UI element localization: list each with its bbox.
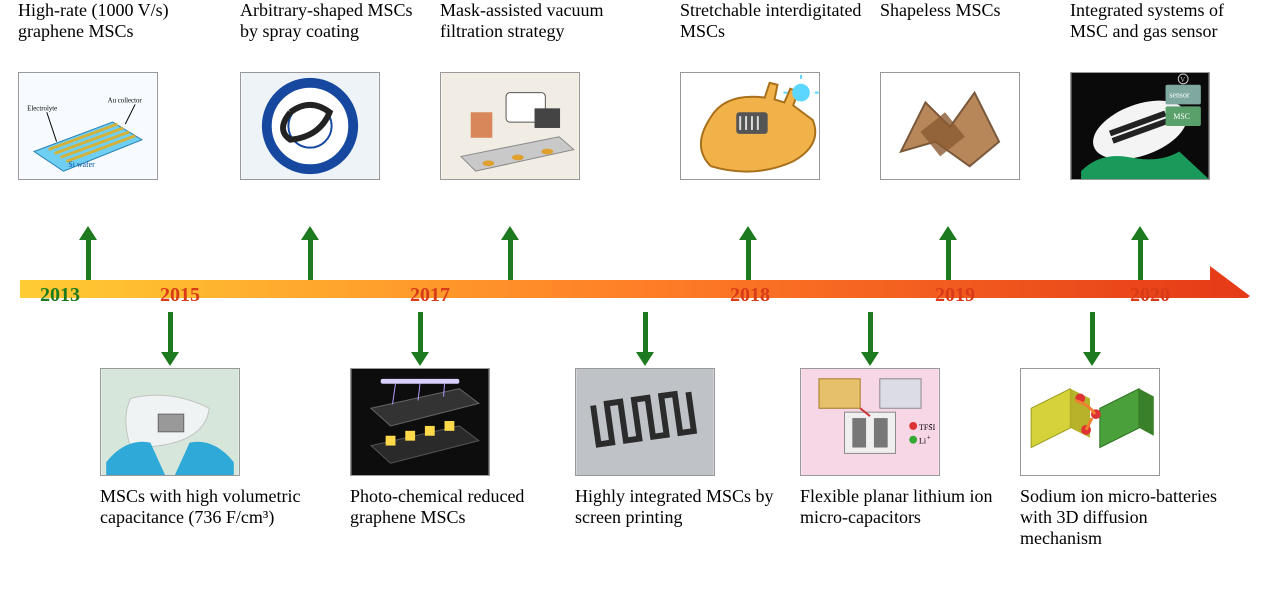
connector [746, 238, 751, 280]
svg-text:+: + [927, 435, 931, 442]
connector [1090, 312, 1095, 354]
connector-arrowhead [79, 226, 97, 240]
svg-text:MSC: MSC [1173, 112, 1190, 121]
connector-arrowhead [161, 352, 179, 366]
year-2013: 2013 [40, 284, 80, 307]
caption: Mask-assisted vacuum filtration strategy [440, 0, 630, 66]
bottom-item-1: Photo-chemical reduced graphene MSCs [350, 368, 560, 528]
caption: Flexible planar lithium ion micro-capaci… [800, 486, 1010, 528]
year-2018: 2018 [730, 284, 770, 307]
connector-arrowhead [301, 226, 319, 240]
caption: High-rate (1000 V/s) graphene MSCs [18, 0, 208, 66]
svg-text:Electrolyte: Electrolyte [27, 105, 57, 112]
year-2019: 2019 [935, 284, 975, 307]
connector [86, 238, 91, 280]
year-2020: 2020 [1130, 284, 1170, 307]
thumbnail-logo [240, 72, 380, 180]
thumbnail-wafer: Si wafer Au collector Electrolyte [18, 72, 158, 180]
thumbnail-lithium: TFSI- Li+ [800, 368, 940, 476]
caption: Integrated systems of MSC and gas sensor [1070, 0, 1260, 66]
top-item-5: Integrated systems of MSC and gas sensor… [1070, 0, 1260, 180]
thumbnail-shapeless [880, 72, 1020, 180]
timeline-diagram: { "canvas": { "width": 1270, "height": 5… [0, 0, 1270, 591]
caption: Stretchable interdigitated MSCs [680, 0, 870, 66]
caption: MSCs with high volumetric capacitance (7… [100, 486, 310, 528]
bottom-item-4: Sodium ion micro-batteries with 3D diffu… [1020, 368, 1230, 550]
svg-text:Si wafer: Si wafer [68, 160, 95, 169]
svg-text:V: V [1180, 77, 1185, 84]
connector [1138, 238, 1143, 280]
thumbnail-flex [100, 368, 240, 476]
svg-text:sensor: sensor [1169, 91, 1189, 100]
year-2017: 2017 [410, 284, 450, 307]
thumbnail-photo [350, 368, 490, 476]
top-item-0: High-rate (1000 V/s) graphene MSCs Si wa… [18, 0, 208, 180]
connector [868, 312, 873, 354]
connector-arrowhead [739, 226, 757, 240]
caption: Photo-chemical reduced graphene MSCs [350, 486, 560, 528]
svg-text:TFSI: TFSI [919, 423, 936, 432]
connector [946, 238, 951, 280]
bottom-item-2: Highly integrated MSCs by screen printin… [575, 368, 785, 528]
thumbnail-filter [440, 72, 580, 180]
connector-arrowhead [1083, 352, 1101, 366]
connector-arrowhead [1131, 226, 1149, 240]
connector [168, 312, 173, 354]
connector [418, 312, 423, 354]
svg-text:Au collector: Au collector [108, 97, 143, 104]
thumbnail-hand [680, 72, 820, 180]
caption: Arbitrary-shaped MSCs by spray coating [240, 0, 430, 66]
thumbnail-sodium [1020, 368, 1160, 476]
connector-arrowhead [501, 226, 519, 240]
connector [508, 238, 513, 280]
caption: Shapeless MSCs [880, 0, 1070, 66]
bottom-item-3: TFSI- Li+ Flexible planar lithium ion mi… [800, 368, 1010, 528]
svg-text:Li: Li [919, 437, 927, 446]
connector [308, 238, 313, 280]
connector-arrowhead [636, 352, 654, 366]
connector-arrowhead [939, 226, 957, 240]
caption: Highly integrated MSCs by screen printin… [575, 486, 785, 528]
top-item-1: Arbitrary-shaped MSCs by spray coating [240, 0, 430, 180]
connector [643, 312, 648, 354]
top-item-2: Mask-assisted vacuum filtration strategy [440, 0, 630, 180]
caption: Sodium ion micro-batteries with 3D diffu… [1020, 486, 1230, 550]
top-item-3: Stretchable interdigitated MSCs [680, 0, 870, 180]
thumbnail-screen [575, 368, 715, 476]
connector-arrowhead [411, 352, 429, 366]
timeline-arrow [20, 266, 1250, 298]
bottom-item-0: MSCs with high volumetric capacitance (7… [100, 368, 310, 528]
year-2015: 2015 [160, 284, 200, 307]
top-item-4: Shapeless MSCs [880, 0, 1070, 180]
thumbnail-sensor: sensor MSC V [1070, 72, 1210, 180]
connector-arrowhead [861, 352, 879, 366]
